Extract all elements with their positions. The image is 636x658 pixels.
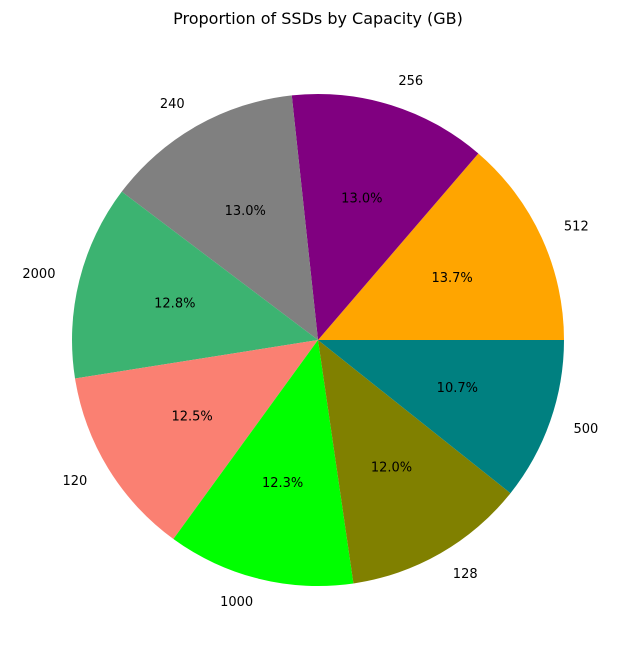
slice-percent-512: 13.7% — [431, 271, 472, 286]
pie-slices — [72, 93, 565, 587]
pie-slice-2000 — [72, 191, 318, 379]
slice-percent-240: 13.0% — [225, 204, 266, 219]
slice-percent-1000: 12.3% — [262, 476, 303, 491]
slice-label-500: 500 — [573, 422, 598, 437]
slice-label-2000: 2000 — [22, 267, 55, 282]
slice-label-512: 512 — [564, 220, 589, 235]
chart-title: Proportion of SSDs by Capacity (GB) — [173, 9, 463, 28]
pie-slice-128 — [318, 340, 511, 584]
pie-slice-1000 — [173, 340, 354, 587]
pie-slice-120 — [75, 340, 318, 540]
slice-percent-500: 10.7% — [437, 381, 478, 396]
slice-label-1000: 1000 — [220, 595, 253, 610]
slice-percent-128: 12.0% — [371, 460, 412, 475]
pie-slice-240 — [121, 95, 319, 341]
slice-label-256: 256 — [398, 74, 423, 89]
slice-percent-2000: 12.8% — [154, 297, 195, 312]
pie-labels: 512 256 240 2000 120 1000 128 500 — [22, 74, 598, 610]
slice-label-128: 128 — [453, 567, 478, 582]
pie-slice-500 — [318, 340, 564, 494]
pie-slice-512 — [318, 153, 565, 340]
pie-percent-labels: 13.7% 13.0% 13.0% 12.8% 12.5% 12.3% 12.0% 10.7% — [154, 192, 478, 491]
slice-label-240: 240 — [160, 97, 185, 112]
slice-label-120: 120 — [62, 474, 87, 489]
slice-percent-256: 13.0% — [341, 192, 382, 207]
slice-percent-120: 12.5% — [171, 410, 212, 425]
pie-slice-256 — [291, 93, 479, 341]
